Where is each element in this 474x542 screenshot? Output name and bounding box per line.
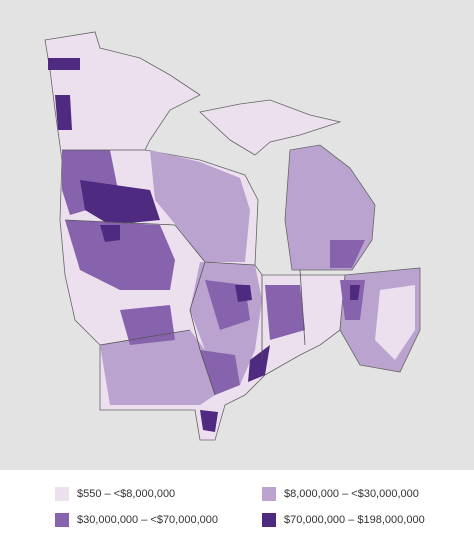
region-mo [100, 330, 215, 405]
legend-swatch [262, 513, 276, 527]
region-oh-east [375, 285, 415, 360]
region-bootheel [200, 410, 218, 432]
region-wi [150, 150, 250, 262]
region-in [265, 285, 305, 340]
region-mn-south [80, 180, 160, 225]
region-iowa [65, 220, 175, 290]
legend-label: $30,000,000 – <$70,000,000 [77, 514, 218, 526]
legend-swatch [55, 487, 69, 501]
region-nw-mn [48, 58, 80, 70]
region-lower-peninsula [284, 144, 376, 271]
region-red-river [55, 95, 72, 130]
legend: $550 – <$8,000,000 $8,000,000 – <$30,000,… [55, 487, 425, 527]
legend-label: $70,000,000 – $198,000,000 [284, 514, 425, 526]
region-oh-nw [350, 285, 360, 300]
region-upper-peninsula [199, 99, 342, 156]
region-mo-east [200, 350, 240, 395]
regions [44, 31, 421, 441]
legend-swatch [55, 513, 69, 527]
legend-swatch [262, 487, 276, 501]
region-in-sw [248, 345, 270, 382]
region-il-east [235, 285, 252, 302]
legend-label: $8,000,000 – <$30,000,000 [284, 488, 419, 500]
region-iowa-core [100, 225, 120, 242]
legend-label: $550 – <$8,000,000 [77, 488, 175, 500]
region-mi-south [330, 240, 365, 268]
state-borders [62, 149, 306, 396]
